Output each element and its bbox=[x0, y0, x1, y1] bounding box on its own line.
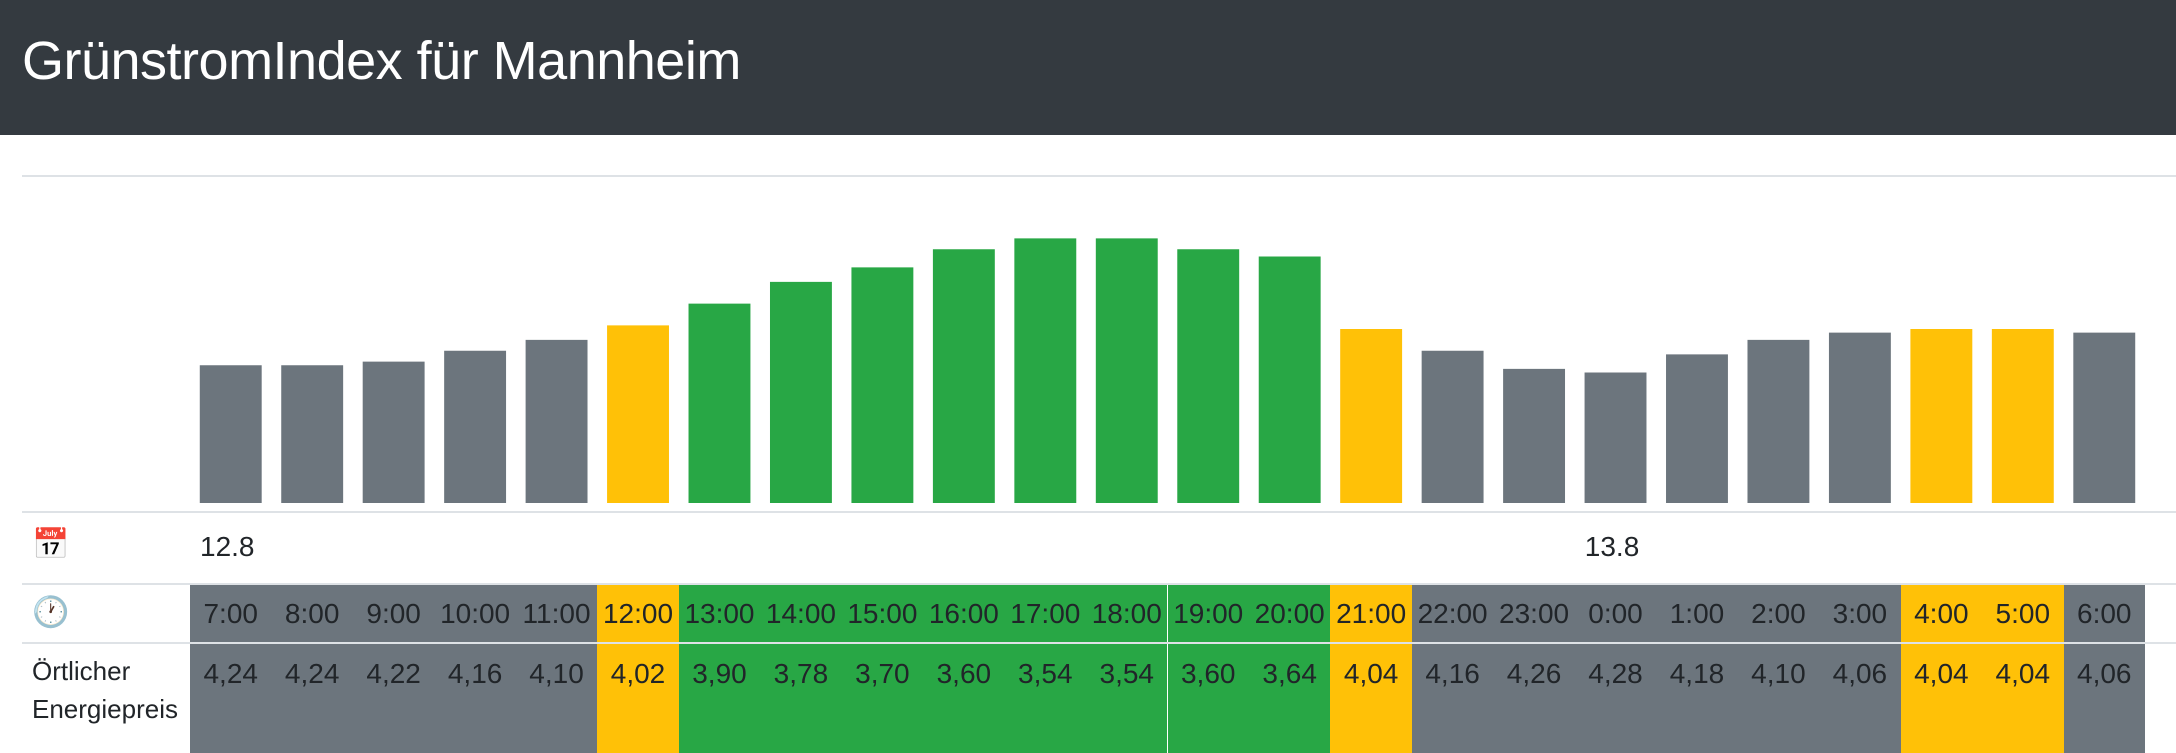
calendar-icon: 📅 bbox=[32, 528, 70, 561]
time-cell-15: 22:00 bbox=[1411, 585, 1494, 642]
price-cell-18: 4,18 bbox=[1656, 644, 1738, 753]
price-cell-0: 4,24 bbox=[190, 644, 272, 753]
chart-bar-7:00 bbox=[199, 365, 262, 503]
price-cell-1: 4,24 bbox=[271, 644, 353, 753]
chart-bar-15:00 bbox=[851, 267, 914, 503]
chart-bar-1:00 bbox=[1666, 354, 1728, 503]
chart-bar-12:00 bbox=[607, 325, 669, 503]
time-cell-5: 12:00 bbox=[597, 585, 679, 642]
chart-bar-23:00 bbox=[1503, 368, 1566, 503]
time-cell-19: 2:00 bbox=[1737, 585, 1820, 642]
time-cell-3: 10:00 bbox=[434, 585, 516, 642]
time-cell-0: 7:00 bbox=[190, 585, 272, 642]
time-cell-4: 11:00 bbox=[515, 585, 598, 642]
chart-bar-11:00 bbox=[525, 339, 588, 503]
date-label: 13.8 bbox=[1584, 531, 1640, 562]
chart-bar-5:00 bbox=[1991, 329, 2054, 503]
chart-bar-22:00 bbox=[1421, 350, 1484, 503]
price-cell-4: 4,10 bbox=[515, 644, 598, 753]
price-cell-8: 3,70 bbox=[841, 644, 924, 753]
price-cell-16: 4,26 bbox=[1493, 644, 1575, 753]
chart-bar-6:00 bbox=[2073, 332, 2136, 503]
chart-bar-19:00 bbox=[1177, 249, 1240, 503]
clock-icon: 🕐 bbox=[32, 596, 70, 629]
time-cell-1: 8:00 bbox=[271, 585, 353, 642]
chart-bar-9:00 bbox=[362, 361, 425, 503]
chart-bar-3:00 bbox=[1828, 332, 1891, 503]
price-row-label: Örtlicher Energiepreis bbox=[32, 656, 178, 724]
price-cell-15: 4,16 bbox=[1411, 644, 1494, 753]
price-cell-7: 3,78 bbox=[760, 644, 842, 753]
price-cell-10: 3,54 bbox=[1004, 644, 1087, 753]
time-cell-17: 0:00 bbox=[1574, 585, 1657, 642]
time-cell-9: 16:00 bbox=[923, 585, 1005, 642]
time-cell-21: 4:00 bbox=[1900, 585, 1983, 642]
time-cell-16: 23:00 bbox=[1493, 585, 1575, 642]
price-cell-21: 4,04 bbox=[1900, 644, 1983, 753]
bar-chart bbox=[199, 238, 2136, 503]
price-cell-5: 4,02 bbox=[597, 644, 679, 753]
chart-bar-2:00 bbox=[1747, 339, 1810, 503]
price-cell-13: 3,64 bbox=[1248, 644, 1331, 753]
price-cell-20: 4,06 bbox=[1819, 644, 1901, 753]
divider bbox=[22, 583, 2176, 585]
time-cell-7: 14:00 bbox=[760, 585, 842, 642]
chart-bar-20:00 bbox=[1258, 256, 1321, 503]
chart-bar-8:00 bbox=[281, 365, 344, 503]
time-cell-13: 20:00 bbox=[1248, 585, 1331, 642]
chart-bar-17:00 bbox=[1014, 238, 1077, 503]
time-cell-20: 3:00 bbox=[1819, 585, 1901, 642]
time-cell-8: 15:00 bbox=[841, 585, 924, 642]
price-cell-6: 3,90 bbox=[678, 644, 761, 753]
price-cell-2: 4,22 bbox=[352, 644, 435, 753]
divider bbox=[22, 175, 2176, 177]
price-cell-22: 4,04 bbox=[1982, 644, 2064, 753]
time-cell-14: 21:00 bbox=[1330, 585, 1412, 642]
price-cell-19: 4,10 bbox=[1737, 644, 1820, 753]
price-cell-11: 3,54 bbox=[1086, 644, 1168, 753]
time-cell-10: 17:00 bbox=[1004, 585, 1087, 642]
chart-bar-14:00 bbox=[769, 281, 832, 503]
price-cell-14: 4,04 bbox=[1330, 644, 1412, 753]
price-cell-23: 4,06 bbox=[2063, 644, 2145, 753]
divider bbox=[22, 642, 2176, 644]
chart-bar-13:00 bbox=[688, 303, 751, 503]
date-label: 12.8 bbox=[200, 531, 255, 562]
chart-bar-10:00 bbox=[444, 350, 507, 503]
time-cell-18: 1:00 bbox=[1656, 585, 1738, 642]
date-row: 📅 12.8 13.8 bbox=[22, 513, 2176, 583]
time-row: 🕐 7:00 8:00 9:00 10:00 11:00 12:00 13:00 14:00 1… bbox=[22, 585, 2176, 642]
page-title: GrünstromIndex für Mannheim bbox=[22, 31, 741, 91]
price-cell-3: 4,16 bbox=[434, 644, 516, 753]
chart-bar-0:00 bbox=[1584, 372, 1647, 503]
price-cell-17: 4,28 bbox=[1574, 644, 1657, 753]
chart-bar-16:00 bbox=[932, 249, 995, 503]
time-cell-2: 9:00 bbox=[352, 585, 435, 642]
divider bbox=[22, 511, 2176, 513]
time-cell-23: 6:00 bbox=[2063, 585, 2145, 642]
chart-bar-21:00 bbox=[1340, 329, 1403, 503]
time-cell-12: 19:00 bbox=[1167, 585, 1249, 642]
price-cell-9: 3,60 bbox=[923, 644, 1005, 753]
time-cell-6: 13:00 bbox=[678, 585, 761, 642]
navbar: GrünstromIndex für Mannheim bbox=[0, 0, 2176, 135]
time-cell-22: 5:00 bbox=[1982, 585, 2064, 642]
chart-bar-18:00 bbox=[1095, 238, 1158, 503]
price-cell-12: 3,60 bbox=[1167, 644, 1249, 753]
price-row: Örtlicher Energiepreis 4,24 4,24 4,22 4,16 4… bbox=[22, 644, 2176, 753]
chart-bar-4:00 bbox=[1910, 329, 1973, 503]
time-cell-11: 18:00 bbox=[1086, 585, 1168, 642]
